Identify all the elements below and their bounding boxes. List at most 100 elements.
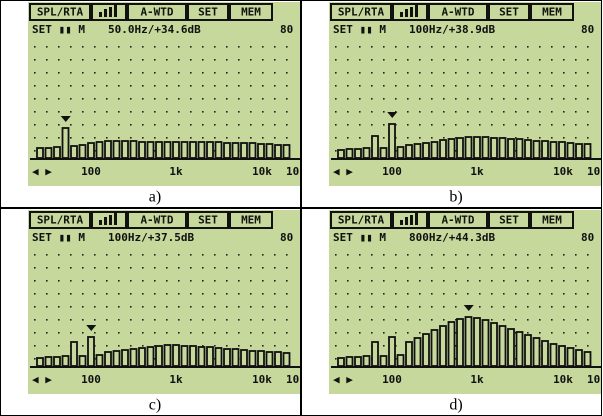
grid-dot <box>539 280 541 282</box>
grid-dot <box>503 124 505 126</box>
band-bar <box>284 145 290 158</box>
grid-dot <box>551 319 553 321</box>
axis-label: 100 <box>81 373 101 386</box>
grid-dot <box>34 59 36 61</box>
grid-dot <box>539 293 541 295</box>
grid-dot <box>335 332 337 334</box>
grid-dot <box>250 293 252 295</box>
grid-dot <box>118 306 120 308</box>
grid-dot <box>130 72 132 74</box>
grid-dot <box>286 345 288 347</box>
grid-dot <box>407 332 409 334</box>
grid-dot <box>142 293 144 295</box>
grid-dot <box>407 254 409 256</box>
grid-dot <box>575 319 577 321</box>
grid-dot <box>419 254 421 256</box>
header-label: A-WTD <box>441 6 474 19</box>
grid-dot <box>190 267 192 269</box>
grid-dot <box>34 137 36 139</box>
grid-dot <box>491 46 493 48</box>
grid-dot <box>491 72 493 74</box>
grid-dot <box>431 72 433 74</box>
grid-dot <box>262 319 264 321</box>
grid-dot <box>58 280 60 282</box>
grid-dot <box>407 111 409 113</box>
grid-dot <box>383 345 385 347</box>
grid-dot <box>190 98 192 100</box>
grid-dot <box>70 267 72 269</box>
grid-dot <box>407 319 409 321</box>
axis-label: 100 <box>382 165 402 178</box>
grid-dot <box>335 306 337 308</box>
grid-dot <box>515 124 517 126</box>
band-bar <box>224 143 230 158</box>
band-bar <box>406 145 412 158</box>
axis-label: 10 <box>286 373 299 386</box>
grid-dot <box>587 72 589 74</box>
grid-dot <box>587 267 589 269</box>
band-bar <box>156 142 162 158</box>
grid-dot <box>443 280 445 282</box>
grid-dot <box>383 332 385 334</box>
grid-dot <box>407 72 409 74</box>
grid-dot <box>118 267 120 269</box>
grid-dot <box>250 85 252 87</box>
grid-dot <box>82 85 84 87</box>
axis-label: 1k <box>169 373 183 386</box>
header-label: A-WTD <box>441 214 474 227</box>
band-bar <box>190 142 196 158</box>
grid-dot <box>527 85 529 87</box>
grid-dot <box>347 137 349 139</box>
grid-dot <box>226 124 228 126</box>
grid-dot <box>190 72 192 74</box>
grid-dot <box>431 46 433 48</box>
grid-dot <box>106 332 108 334</box>
band-bar <box>568 143 574 158</box>
grid-dot <box>407 306 409 308</box>
band-bar <box>88 337 94 366</box>
grid-dot <box>563 306 565 308</box>
grid-dot <box>202 267 204 269</box>
grid-dot <box>94 137 96 139</box>
grid-dot <box>274 306 276 308</box>
grid-dot <box>371 319 373 321</box>
grid-dot <box>70 254 72 256</box>
grid-dot <box>551 46 553 48</box>
grid-dot <box>190 254 192 256</box>
grid-dot <box>238 306 240 308</box>
grid-dot <box>250 137 252 139</box>
grid-dot <box>58 319 60 321</box>
grid-dot <box>515 98 517 100</box>
grid-dot <box>190 137 192 139</box>
grid-dot <box>431 137 433 139</box>
grid-dot <box>274 46 276 48</box>
grid-dot <box>178 293 180 295</box>
screen: SPL/RTAA-WTDSETMEMSET ▮▮ M100Hz/+38.9dB8… <box>329 2 603 186</box>
grid-dot <box>106 306 108 308</box>
grid-dot <box>431 306 433 308</box>
grid-dot <box>503 72 505 74</box>
grid-dot <box>58 85 60 87</box>
grid-dot <box>118 111 120 113</box>
header-icon-bar <box>114 5 117 17</box>
grid-dot <box>154 137 156 139</box>
grid-dot <box>491 124 493 126</box>
grid-dot <box>250 46 252 48</box>
grid-dot <box>491 85 493 87</box>
grid-dot <box>383 46 385 48</box>
band-bar <box>415 144 421 158</box>
grid-dot <box>226 319 228 321</box>
band-bar <box>466 317 472 366</box>
grid-dot <box>94 124 96 126</box>
grid-dot <box>34 345 36 347</box>
header-icon-bar <box>99 220 102 225</box>
band-bar <box>46 357 52 366</box>
grid-dot <box>166 72 168 74</box>
grid-dot <box>118 345 120 347</box>
grid-dot <box>214 332 216 334</box>
grid-dot <box>118 124 120 126</box>
grid-dot <box>563 293 565 295</box>
grid-dot <box>178 137 180 139</box>
grid-dot <box>154 111 156 113</box>
band-bar <box>80 356 86 366</box>
